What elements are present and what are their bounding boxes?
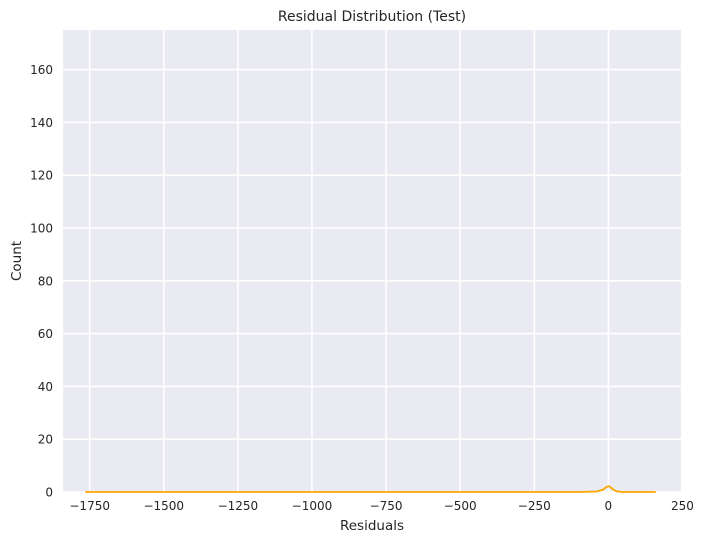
x-tick-label: −1250 [218,499,259,513]
x-tick-label: −1000 [292,499,333,513]
chart-title: Residual Distribution (Test) [278,9,466,25]
series-layer [85,485,656,493]
y-tick-labels: 0 20 40 60 80 100 120 140 160 [30,63,53,499]
y-tick-label: 120 [30,169,53,183]
x-tick-label: −1500 [143,499,184,513]
y-tick-label: 100 [30,222,53,236]
y-tick-label: 20 [38,433,53,447]
y-axis-title: Count [9,241,25,281]
x-tick-label: −250 [518,499,551,513]
plot-area [63,30,681,492]
y-tick-label: 140 [30,116,53,130]
x-gridlines [88,30,684,492]
x-tick-labels: −1750 −1500 −1250 −1000 −750 −500 −250 0 250 [69,499,694,513]
x-tick-label: −500 [444,499,477,513]
x-tick-label: 0 [605,499,613,513]
x-tick-label: 250 [671,499,694,513]
y-tick-label: 80 [38,274,53,288]
y-tick-label: 60 [38,327,53,341]
x-tick-label: −750 [370,499,403,513]
y-tick-label: 0 [45,486,53,500]
x-axis-title: Residuals [340,518,404,534]
kde-line [85,485,656,493]
y-tick-label: 160 [30,63,53,77]
x-tick-label: −1750 [69,499,110,513]
y-tick-label: 40 [38,380,53,394]
